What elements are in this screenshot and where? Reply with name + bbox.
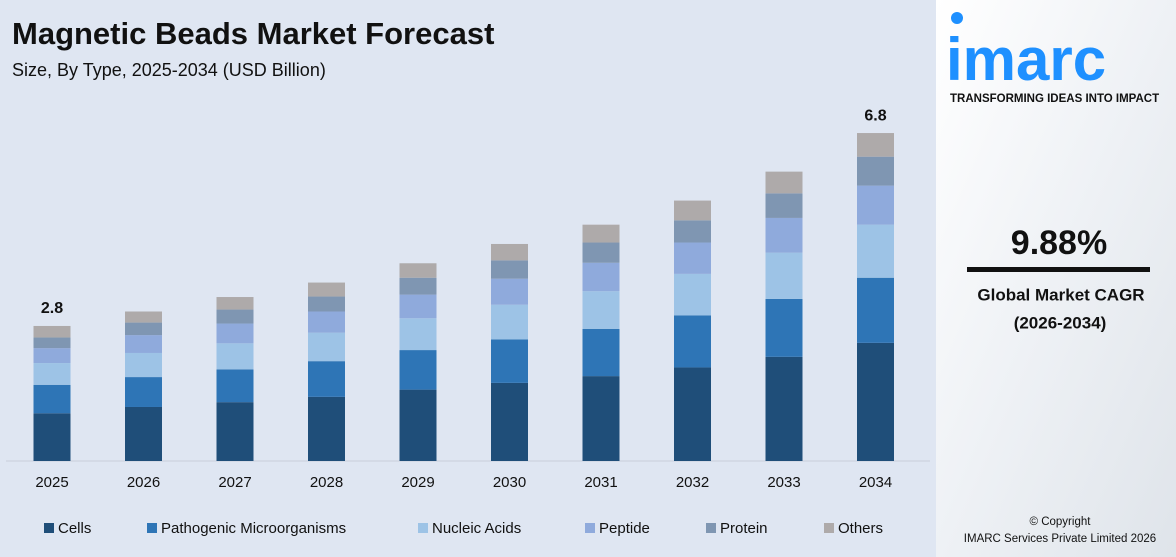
- logo-dot: [951, 12, 963, 24]
- x-tick-label: 2032: [676, 474, 709, 491]
- bar-segment: [582, 224, 620, 243]
- bar-segment: [491, 243, 528, 261]
- total-label: 6.8: [864, 107, 886, 124]
- bar-segment: [308, 396, 345, 461]
- chart-subtitle: Size, By Type, 2025-2034 (USD Billion): [12, 60, 326, 80]
- bar-segment: [33, 363, 71, 385]
- legend-swatch: [585, 523, 595, 533]
- bar-segment: [491, 339, 528, 383]
- bar-segment: [125, 377, 162, 407]
- bar-segment: [33, 325, 71, 338]
- logo: imarc: [946, 26, 1106, 93]
- bar-segment: [308, 311, 345, 333]
- bar-segment: [491, 382, 528, 461]
- bar-segment: [308, 361, 345, 397]
- bar-segment: [765, 356, 803, 461]
- bar-segment: [399, 318, 437, 351]
- legend-swatch: [418, 523, 428, 533]
- bar-segment: [582, 242, 620, 263]
- bar-segment: [125, 352, 162, 378]
- sidebar-background: [936, 0, 1176, 557]
- x-tick-label: 2033: [767, 474, 800, 491]
- bar-segment: [674, 315, 711, 368]
- bar-segment: [765, 298, 803, 357]
- x-tick-label: 2030: [493, 474, 526, 491]
- bar-segment: [674, 273, 711, 316]
- x-tick-label: 2025: [35, 474, 68, 491]
- x-tick-label: 2031: [584, 474, 617, 491]
- bar-segment: [491, 260, 528, 279]
- bar-segment: [582, 328, 620, 377]
- bar-segment: [857, 224, 894, 278]
- bar-segment: [857, 277, 894, 343]
- bar-segment: [674, 220, 711, 243]
- company: IMARC Services Private Limited 2026: [964, 533, 1156, 545]
- bar-segment: [399, 294, 437, 319]
- x-tick-label: 2028: [310, 474, 343, 491]
- legend-label: Others: [838, 520, 883, 537]
- bar-segment: [765, 252, 803, 299]
- cagr-label: Global Market CAGR: [977, 285, 1144, 304]
- bar-segment: [125, 322, 162, 336]
- x-tick-label: 2027: [218, 474, 251, 491]
- bar-segment: [399, 389, 437, 461]
- bar-segment: [399, 263, 437, 278]
- total-label: 2.8: [41, 300, 63, 317]
- legend-label: Protein: [720, 520, 768, 537]
- bar-segment: [216, 343, 254, 370]
- bar-segment: [857, 342, 894, 461]
- tagline: TRANSFORMING IDEAS INTO IMPACT: [950, 93, 1159, 105]
- bar-segment: [857, 156, 894, 186]
- legend-label: Cells: [58, 520, 91, 537]
- bar-segment: [674, 200, 711, 221]
- bar-segment: [491, 278, 528, 305]
- bar-segment: [582, 262, 620, 292]
- bar-segment: [582, 291, 620, 329]
- legend-swatch: [824, 523, 834, 533]
- cagr-rule: [967, 267, 1150, 272]
- bar-segment: [33, 413, 71, 461]
- bar-segment: [216, 297, 254, 310]
- bar-segment: [216, 369, 254, 403]
- bar-segment: [308, 282, 345, 297]
- x-tick-label: 2029: [401, 474, 434, 491]
- bar-segment: [216, 402, 254, 461]
- chart-title: Magnetic Beads Market Forecast: [12, 16, 494, 51]
- legend-label: Peptide: [599, 520, 650, 537]
- bar-segment: [216, 309, 254, 324]
- legend-swatch: [706, 523, 716, 533]
- legend-label: Pathogenic Microorganisms: [161, 520, 346, 537]
- bar-segment: [308, 296, 345, 312]
- bar-segment: [674, 367, 711, 461]
- bar-segment: [674, 242, 711, 274]
- bar-segment: [399, 350, 437, 390]
- bar-segment: [308, 332, 345, 362]
- bar-segment: [765, 217, 803, 253]
- bar-segment: [582, 376, 620, 461]
- bar-segment: [765, 171, 803, 194]
- bar-segment: [33, 384, 71, 414]
- bar-segment: [33, 337, 71, 349]
- copyright: © Copyright: [1030, 516, 1092, 528]
- bar-segment: [125, 406, 162, 461]
- bar-segment: [857, 133, 894, 157]
- bar-segment: [216, 323, 254, 344]
- legend-swatch: [147, 523, 157, 533]
- bar-segment: [125, 311, 162, 323]
- bar-segment: [765, 193, 803, 218]
- cagr-period: (2026-2034): [1014, 313, 1107, 332]
- bar-segment: [491, 304, 528, 340]
- legend-swatch: [44, 523, 54, 533]
- x-tick-label: 2026: [127, 474, 160, 491]
- legend-label: Nucleic Acids: [432, 520, 521, 537]
- x-tick-label: 2034: [859, 474, 892, 491]
- bar-segment: [125, 335, 162, 353]
- cagr-value: 9.88%: [1011, 224, 1107, 262]
- bar-segment: [857, 185, 894, 225]
- bar-segment: [33, 348, 71, 364]
- bar-segment: [399, 277, 437, 295]
